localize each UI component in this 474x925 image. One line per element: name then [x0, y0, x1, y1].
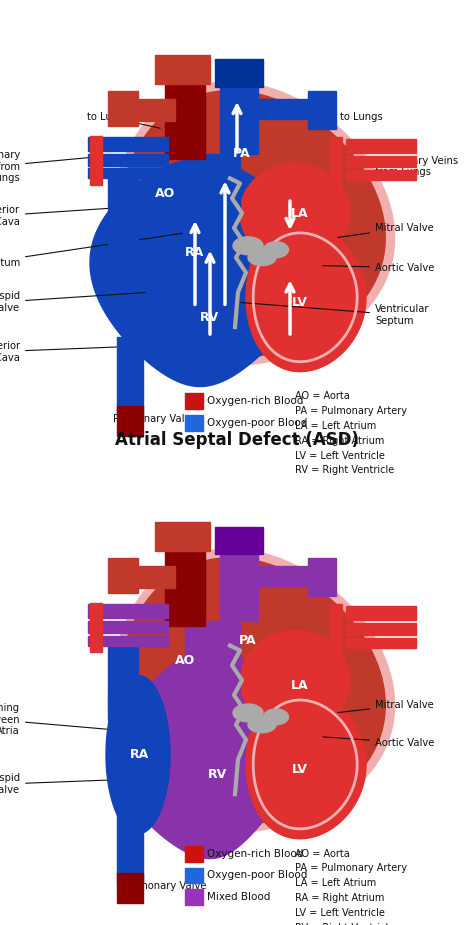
- Text: Tricuspid
Valve: Tricuspid Valve: [0, 291, 145, 313]
- Text: RV: RV: [201, 311, 219, 324]
- Bar: [185, 393, 203, 409]
- Text: Mixed Blood: Mixed Blood: [207, 893, 270, 902]
- Ellipse shape: [248, 717, 276, 733]
- Text: Ventricular
Septum: Ventricular Septum: [241, 302, 429, 326]
- Polygon shape: [240, 631, 350, 730]
- Text: Opening
Between
Atria: Opening Between Atria: [0, 703, 145, 736]
- Text: Pulmonary Valve: Pulmonary Valve: [113, 414, 197, 425]
- Text: RA: RA: [130, 748, 150, 761]
- Polygon shape: [109, 549, 394, 832]
- Bar: [185, 889, 203, 906]
- Bar: [88, 635, 168, 646]
- Text: Inferior
Vena Cava: Inferior Vena Cava: [0, 341, 117, 363]
- Bar: [346, 170, 416, 180]
- Text: Mitral Valve: Mitral Valve: [338, 700, 434, 712]
- Bar: [88, 154, 168, 166]
- Polygon shape: [115, 558, 385, 825]
- Bar: [346, 606, 416, 620]
- Text: RV: RV: [209, 768, 228, 781]
- Bar: [108, 559, 138, 593]
- Text: LV: LV: [292, 763, 308, 776]
- Text: Oxygen-poor Blood: Oxygen-poor Blood: [207, 870, 307, 881]
- Polygon shape: [240, 164, 350, 263]
- Bar: [110, 99, 175, 121]
- Bar: [110, 566, 175, 588]
- Ellipse shape: [233, 237, 263, 254]
- Text: Aortic Valve: Aortic Valve: [323, 263, 434, 273]
- Bar: [308, 92, 336, 129]
- Ellipse shape: [264, 709, 289, 725]
- Bar: [155, 522, 210, 551]
- Text: LV: LV: [292, 296, 308, 309]
- Text: AO: AO: [155, 187, 175, 200]
- Bar: [346, 637, 416, 647]
- Polygon shape: [246, 690, 366, 839]
- Bar: [155, 55, 210, 84]
- Bar: [117, 804, 143, 883]
- Text: AO: AO: [175, 654, 195, 667]
- Text: to Lungs: to Lungs: [315, 112, 383, 129]
- Bar: [346, 623, 416, 635]
- Text: RA: RA: [185, 246, 205, 259]
- Bar: [185, 868, 203, 883]
- Text: Oxygen-rich Blood: Oxygen-rich Blood: [207, 397, 303, 406]
- Bar: [185, 621, 240, 690]
- Bar: [346, 155, 416, 167]
- Bar: [215, 526, 263, 554]
- Text: PA: PA: [239, 634, 257, 647]
- Bar: [165, 59, 205, 158]
- Text: AO = Aorta
PA = Pulmonary Artery
LA = Left Atrium
RA = Right Atrium
LV = Left Ve: AO = Aorta PA = Pulmonary Artery LA = Le…: [295, 391, 407, 475]
- Bar: [90, 136, 102, 185]
- Text: Mitral Valve: Mitral Valve: [338, 223, 434, 238]
- Text: Oxygen-rich Blood: Oxygen-rich Blood: [207, 848, 303, 858]
- Text: Oxygen-poor Blood: Oxygen-poor Blood: [207, 418, 307, 428]
- Text: Pulmonary Veins
from Lungs: Pulmonary Veins from Lungs: [348, 155, 458, 178]
- Bar: [88, 168, 168, 179]
- Ellipse shape: [233, 704, 263, 722]
- Bar: [258, 566, 328, 586]
- Polygon shape: [109, 81, 394, 365]
- Polygon shape: [116, 650, 304, 858]
- Bar: [117, 406, 143, 436]
- Bar: [90, 603, 102, 652]
- Bar: [215, 59, 263, 87]
- Bar: [108, 640, 138, 720]
- Text: LA: LA: [291, 679, 309, 692]
- Text: Atrial Septum: Atrial Septum: [0, 233, 182, 267]
- Bar: [88, 137, 168, 151]
- Bar: [220, 65, 258, 154]
- Bar: [220, 532, 258, 621]
- Ellipse shape: [264, 241, 289, 258]
- Text: Pulmonary
Veins from
Lungs: Pulmonary Veins from Lungs: [0, 150, 97, 183]
- Bar: [117, 873, 143, 903]
- Bar: [185, 154, 240, 218]
- Bar: [88, 621, 168, 633]
- Text: Aortic Valve: Aortic Valve: [323, 737, 434, 747]
- Bar: [165, 526, 205, 625]
- Text: Tricuspid
Valve: Tricuspid Valve: [0, 773, 125, 796]
- Bar: [88, 604, 168, 618]
- Bar: [308, 559, 336, 596]
- Text: to Lungs: to Lungs: [87, 112, 160, 129]
- Bar: [346, 139, 416, 153]
- Text: Pulmonary Valve: Pulmonary Valve: [123, 882, 207, 892]
- Bar: [117, 337, 143, 416]
- Bar: [108, 92, 138, 126]
- Polygon shape: [115, 91, 385, 358]
- Text: PA: PA: [233, 147, 251, 160]
- Text: Superior
Vena Cava: Superior Vena Cava: [0, 205, 109, 227]
- Bar: [330, 604, 342, 653]
- Bar: [185, 845, 203, 861]
- Text: AO = Aorta
PA = Pulmonary Artery
LA = Left Atrium
RA = Right Atrium
LV = Left Ve: AO = Aorta PA = Pulmonary Artery LA = Le…: [295, 849, 407, 925]
- Text: Atrial Septal Defect (ASD): Atrial Septal Defect (ASD): [115, 431, 359, 450]
- Bar: [258, 99, 328, 119]
- Bar: [108, 174, 138, 253]
- Bar: [185, 415, 203, 431]
- Polygon shape: [246, 223, 366, 372]
- Polygon shape: [90, 158, 310, 387]
- Polygon shape: [106, 675, 170, 833]
- Text: LA: LA: [291, 206, 309, 219]
- Ellipse shape: [248, 250, 276, 265]
- Bar: [330, 137, 342, 186]
